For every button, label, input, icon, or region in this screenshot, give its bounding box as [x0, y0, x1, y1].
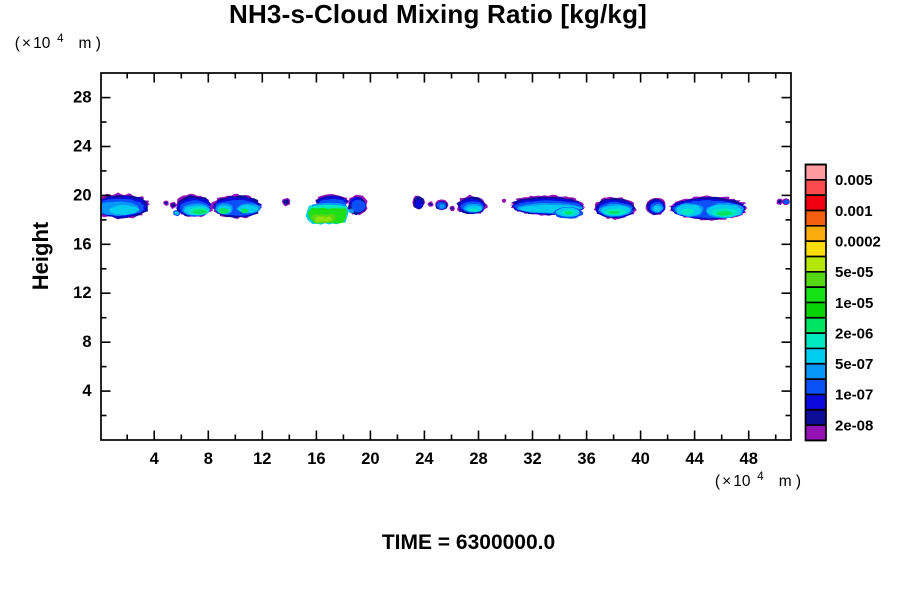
svg-text:1e-07: 1e-07 — [835, 387, 873, 404]
svg-text:16: 16 — [73, 235, 91, 253]
svg-text:NH3-s-Cloud Mixing Ratio [kg/k: NH3-s-Cloud Mixing Ratio [kg/kg] — [229, 0, 647, 29]
svg-text:8: 8 — [204, 450, 213, 468]
svg-text:0.0002: 0.0002 — [835, 233, 881, 250]
svg-text:Height: Height — [28, 221, 53, 290]
svg-text:8: 8 — [82, 333, 91, 351]
svg-text:36: 36 — [577, 450, 595, 468]
svg-text:16: 16 — [307, 450, 325, 468]
svg-text:44: 44 — [685, 450, 704, 468]
svg-text:20: 20 — [73, 186, 91, 204]
svg-text:4: 4 — [82, 382, 92, 400]
svg-text:0.001: 0.001 — [835, 203, 873, 220]
svg-text:40: 40 — [631, 450, 649, 468]
svg-text:28: 28 — [469, 450, 487, 468]
svg-text:2e-08: 2e-08 — [835, 417, 873, 434]
svg-text:28: 28 — [73, 89, 91, 107]
svg-text:12: 12 — [253, 450, 271, 468]
svg-text:1e-05: 1e-05 — [835, 295, 873, 312]
svg-text:20: 20 — [361, 450, 379, 468]
svg-text:48: 48 — [740, 450, 758, 468]
svg-text:4: 4 — [150, 450, 160, 468]
svg-text:TIME = 6300000.0: TIME = 6300000.0 — [382, 531, 555, 554]
svg-text:0.005: 0.005 — [835, 172, 873, 189]
svg-text:5e-07: 5e-07 — [835, 356, 873, 373]
svg-text:12: 12 — [73, 284, 91, 302]
svg-text:24: 24 — [73, 138, 92, 156]
svg-text:32: 32 — [523, 450, 541, 468]
svg-text:24: 24 — [415, 450, 434, 468]
svg-text:2e-06: 2e-06 — [835, 325, 873, 342]
svg-text:5e-05: 5e-05 — [835, 264, 873, 281]
